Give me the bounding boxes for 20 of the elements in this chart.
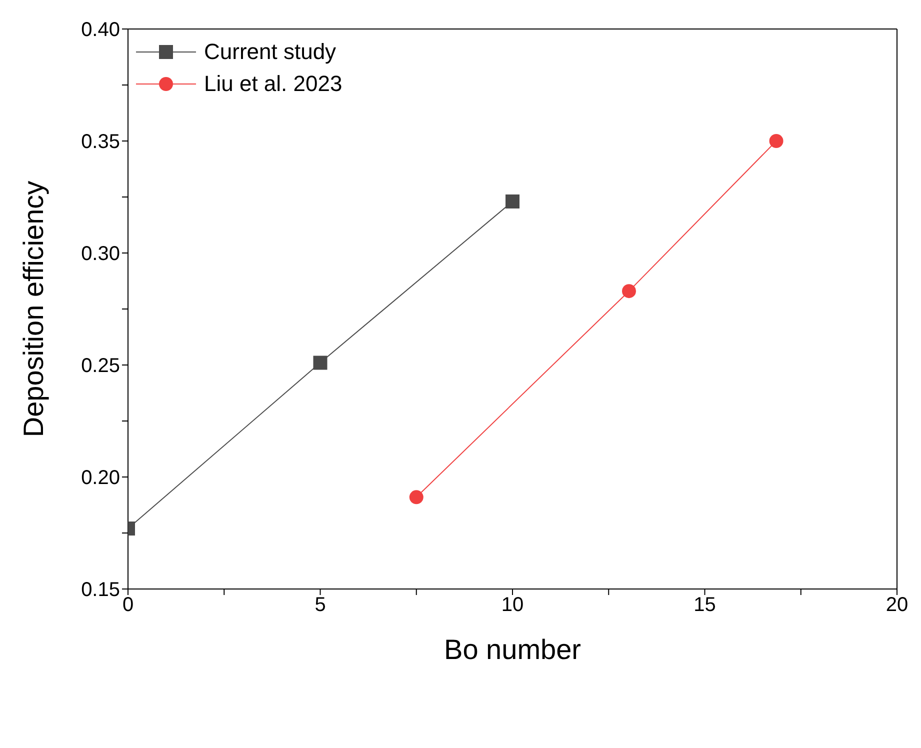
legend-label: Current study bbox=[204, 39, 336, 65]
y-tick-label: 0.20 bbox=[81, 467, 120, 490]
y-tick-label: 0.30 bbox=[81, 243, 120, 266]
y-tick-label: 0.15 bbox=[81, 579, 120, 602]
point bbox=[506, 194, 520, 208]
y-tick-label: 0.40 bbox=[81, 19, 120, 42]
point bbox=[409, 490, 424, 504]
point bbox=[313, 356, 328, 370]
point bbox=[769, 134, 784, 148]
y-tick-label: 0.25 bbox=[81, 355, 120, 378]
x-tick-label: 0 bbox=[122, 594, 134, 616]
legend-label: Liu et al. 2023 bbox=[204, 71, 342, 97]
x-axis-title: Bo number bbox=[444, 634, 581, 665]
x-tick-label: 20 bbox=[886, 594, 908, 616]
y-tick-label: 0.35 bbox=[81, 131, 120, 154]
point bbox=[622, 284, 636, 298]
x-tick-label: 10 bbox=[501, 594, 524, 616]
y-axis-title: Deposition efficiency bbox=[18, 180, 49, 438]
x-tick-label: 15 bbox=[694, 594, 716, 616]
x-tick-label: 5 bbox=[314, 594, 326, 616]
